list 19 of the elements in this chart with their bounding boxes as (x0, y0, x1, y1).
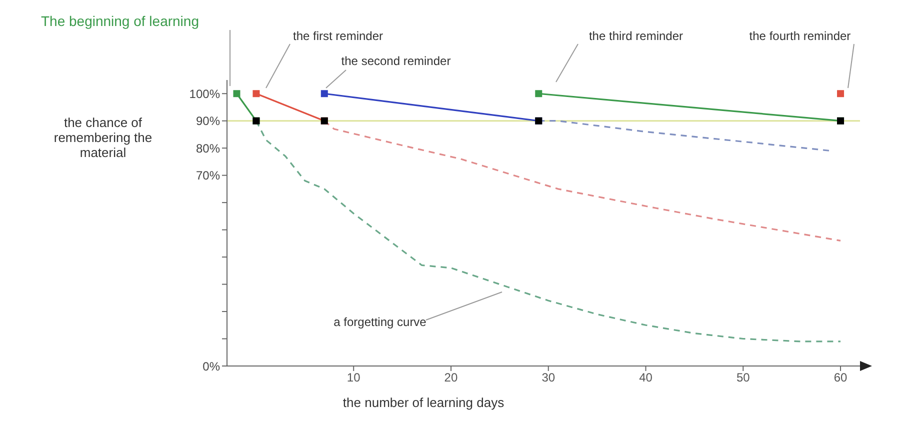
annotation: a forgetting curve (334, 315, 427, 329)
x-axis-title: the number of learning days (342, 395, 505, 410)
y-tick-label: 80% (196, 141, 220, 156)
x-tick-label: 20 (444, 370, 458, 385)
x-tick-label: 50 (736, 370, 750, 385)
x-tick-label: 60 (834, 370, 848, 385)
text: the second reminder (341, 54, 451, 68)
y-tick-label: 90% (196, 114, 220, 128)
y-tick-label: 0% (202, 359, 220, 374)
text: the fourth reminder (749, 29, 851, 43)
text: The beginning of learning (40, 13, 200, 29)
x-tick-label: 40 (639, 370, 653, 385)
y-tick-label: 70% (196, 168, 220, 183)
x-tick-label: 30 (542, 370, 556, 385)
text: the first reminder (292, 29, 384, 43)
y-axis-title: the chance of remembering the material (52, 115, 154, 160)
y-tick-label: 100% (189, 86, 220, 101)
x-tick-label: 10 (346, 370, 361, 385)
text: the third reminder (588, 29, 684, 43)
